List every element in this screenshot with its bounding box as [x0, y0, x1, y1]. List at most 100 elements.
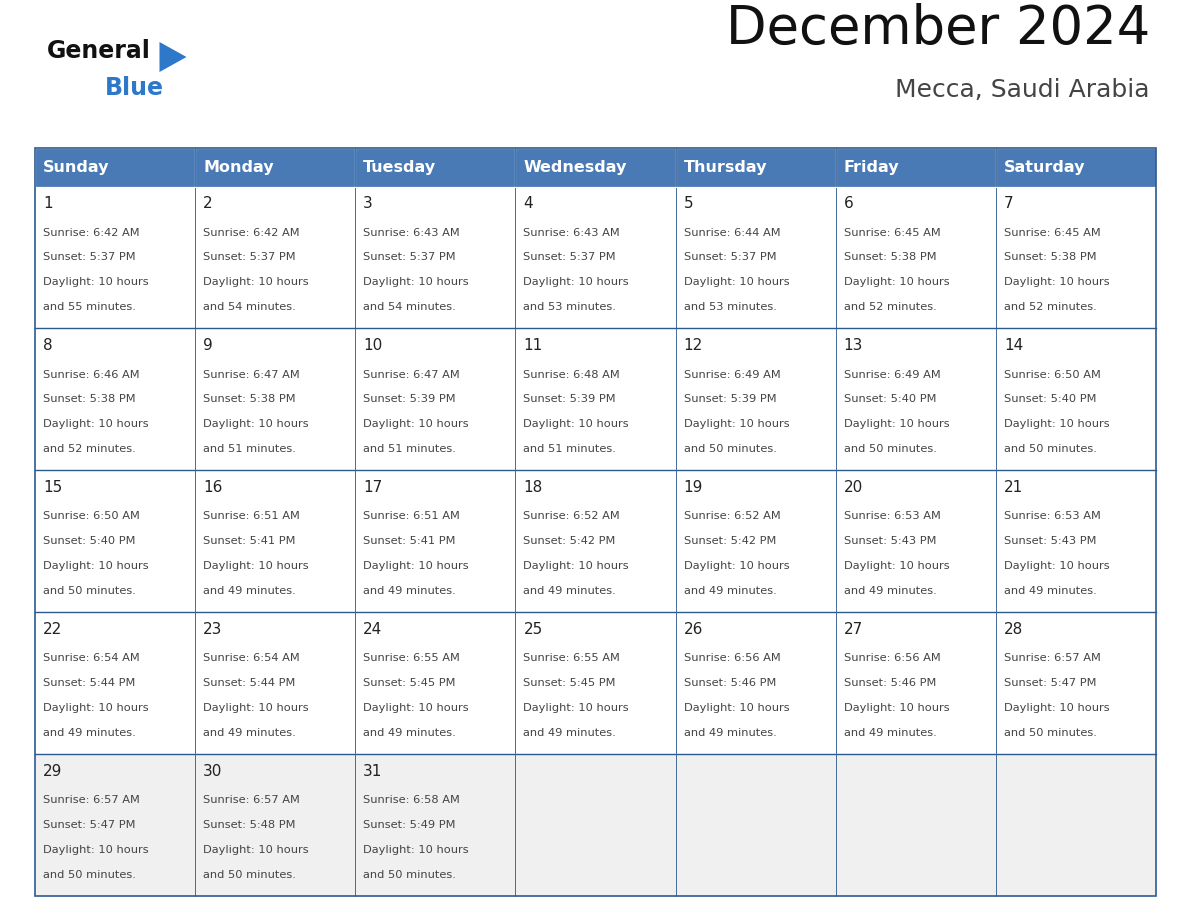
Bar: [195, 186, 355, 329]
Bar: [996, 754, 1156, 896]
Text: Sunset: 5:49 PM: Sunset: 5:49 PM: [364, 820, 456, 830]
Text: Sunset: 5:42 PM: Sunset: 5:42 PM: [683, 536, 776, 546]
Text: Blue: Blue: [105, 76, 164, 100]
Text: Sunrise: 6:56 AM: Sunrise: 6:56 AM: [683, 654, 781, 664]
Text: Daylight: 10 hours: Daylight: 10 hours: [1004, 561, 1110, 571]
Text: and 49 minutes.: and 49 minutes.: [524, 586, 617, 596]
Text: Daylight: 10 hours: Daylight: 10 hours: [43, 420, 148, 430]
Text: Sunrise: 6:51 AM: Sunrise: 6:51 AM: [364, 511, 460, 521]
Bar: [195, 148, 355, 186]
Text: and 54 minutes.: and 54 minutes.: [203, 302, 296, 312]
Text: 2: 2: [203, 196, 213, 211]
Text: 10: 10: [364, 339, 383, 353]
Text: Sunset: 5:38 PM: Sunset: 5:38 PM: [203, 395, 296, 405]
Bar: [355, 148, 516, 186]
Text: and 49 minutes.: and 49 minutes.: [524, 728, 617, 738]
Text: Daylight: 10 hours: Daylight: 10 hours: [524, 703, 630, 713]
Text: and 53 minutes.: and 53 minutes.: [683, 302, 777, 312]
Text: Sunset: 5:48 PM: Sunset: 5:48 PM: [203, 820, 296, 830]
Bar: [676, 148, 835, 186]
Bar: [355, 186, 516, 329]
Text: 25: 25: [524, 622, 543, 637]
Text: December 2024: December 2024: [726, 3, 1150, 55]
Text: Daylight: 10 hours: Daylight: 10 hours: [203, 561, 309, 571]
Text: Sunset: 5:37 PM: Sunset: 5:37 PM: [683, 252, 776, 263]
Text: and 49 minutes.: and 49 minutes.: [843, 728, 936, 738]
Text: 29: 29: [43, 764, 63, 779]
Text: Sunset: 5:46 PM: Sunset: 5:46 PM: [683, 678, 776, 688]
Text: and 50 minutes.: and 50 minutes.: [1004, 728, 1097, 738]
Text: Sunrise: 6:52 AM: Sunrise: 6:52 AM: [683, 511, 781, 521]
Text: Sunrise: 6:53 AM: Sunrise: 6:53 AM: [1004, 511, 1101, 521]
Text: 21: 21: [1004, 480, 1023, 495]
Text: Mecca, Saudi Arabia: Mecca, Saudi Arabia: [896, 78, 1150, 102]
Text: 28: 28: [1004, 622, 1023, 637]
Text: and 49 minutes.: and 49 minutes.: [364, 586, 456, 596]
Bar: [355, 329, 516, 470]
Text: and 49 minutes.: and 49 minutes.: [843, 586, 936, 596]
Text: Sunrise: 6:45 AM: Sunrise: 6:45 AM: [1004, 228, 1100, 238]
Text: and 52 minutes.: and 52 minutes.: [1004, 302, 1097, 312]
Text: Daylight: 10 hours: Daylight: 10 hours: [683, 420, 789, 430]
Text: Daylight: 10 hours: Daylight: 10 hours: [1004, 420, 1110, 430]
Bar: [195, 329, 355, 470]
Text: Sunset: 5:37 PM: Sunset: 5:37 PM: [364, 252, 456, 263]
Bar: [676, 329, 835, 470]
Text: Daylight: 10 hours: Daylight: 10 hours: [364, 561, 469, 571]
Polygon shape: [159, 42, 187, 72]
Text: Sunrise: 6:57 AM: Sunrise: 6:57 AM: [43, 795, 140, 805]
Text: 6: 6: [843, 196, 853, 211]
Bar: [34, 186, 195, 329]
Text: 13: 13: [843, 339, 864, 353]
Text: and 50 minutes.: and 50 minutes.: [364, 869, 456, 879]
Text: Daylight: 10 hours: Daylight: 10 hours: [203, 845, 309, 855]
Bar: [355, 754, 516, 896]
Text: Daylight: 10 hours: Daylight: 10 hours: [683, 561, 789, 571]
Text: Sunset: 5:47 PM: Sunset: 5:47 PM: [1004, 678, 1097, 688]
Bar: [996, 148, 1156, 186]
Text: and 55 minutes.: and 55 minutes.: [43, 302, 135, 312]
Text: Daylight: 10 hours: Daylight: 10 hours: [524, 277, 630, 287]
Bar: [676, 754, 835, 896]
Bar: [34, 329, 195, 470]
Text: Sunrise: 6:47 AM: Sunrise: 6:47 AM: [203, 370, 299, 379]
Bar: [835, 186, 996, 329]
Text: Sunrise: 6:58 AM: Sunrise: 6:58 AM: [364, 795, 460, 805]
Text: 9: 9: [203, 339, 213, 353]
Text: Daylight: 10 hours: Daylight: 10 hours: [843, 561, 949, 571]
Text: Daylight: 10 hours: Daylight: 10 hours: [364, 420, 469, 430]
Text: Sunset: 5:39 PM: Sunset: 5:39 PM: [524, 395, 617, 405]
Text: Sunrise: 6:46 AM: Sunrise: 6:46 AM: [43, 370, 140, 379]
Text: Sunset: 5:46 PM: Sunset: 5:46 PM: [843, 678, 936, 688]
Text: 24: 24: [364, 622, 383, 637]
Text: Sunset: 5:42 PM: Sunset: 5:42 PM: [524, 536, 615, 546]
Text: Daylight: 10 hours: Daylight: 10 hours: [364, 703, 469, 713]
Bar: [516, 612, 676, 754]
Text: 17: 17: [364, 480, 383, 495]
Text: 31: 31: [364, 764, 383, 779]
Text: Sunrise: 6:55 AM: Sunrise: 6:55 AM: [364, 654, 460, 664]
Bar: [835, 754, 996, 896]
Text: Daylight: 10 hours: Daylight: 10 hours: [524, 561, 630, 571]
Text: Sunset: 5:43 PM: Sunset: 5:43 PM: [843, 536, 936, 546]
Text: 3: 3: [364, 196, 373, 211]
Text: Daylight: 10 hours: Daylight: 10 hours: [683, 277, 789, 287]
Text: Daylight: 10 hours: Daylight: 10 hours: [203, 703, 309, 713]
Text: Sunrise: 6:49 AM: Sunrise: 6:49 AM: [683, 370, 781, 379]
Bar: [516, 470, 676, 612]
Text: Daylight: 10 hours: Daylight: 10 hours: [524, 420, 630, 430]
Text: Wednesday: Wednesday: [524, 160, 627, 174]
Text: and 54 minutes.: and 54 minutes.: [364, 302, 456, 312]
Text: 19: 19: [683, 480, 703, 495]
Text: Daylight: 10 hours: Daylight: 10 hours: [843, 277, 949, 287]
Bar: [835, 612, 996, 754]
Text: Daylight: 10 hours: Daylight: 10 hours: [203, 277, 309, 287]
Text: 14: 14: [1004, 339, 1023, 353]
Text: Sunset: 5:44 PM: Sunset: 5:44 PM: [43, 678, 135, 688]
Text: Daylight: 10 hours: Daylight: 10 hours: [1004, 703, 1110, 713]
Text: Sunrise: 6:47 AM: Sunrise: 6:47 AM: [364, 370, 460, 379]
Text: Sunrise: 6:51 AM: Sunrise: 6:51 AM: [203, 511, 301, 521]
Text: Sunset: 5:37 PM: Sunset: 5:37 PM: [524, 252, 617, 263]
Text: and 50 minutes.: and 50 minutes.: [843, 444, 936, 454]
Text: Sunrise: 6:57 AM: Sunrise: 6:57 AM: [1004, 654, 1101, 664]
